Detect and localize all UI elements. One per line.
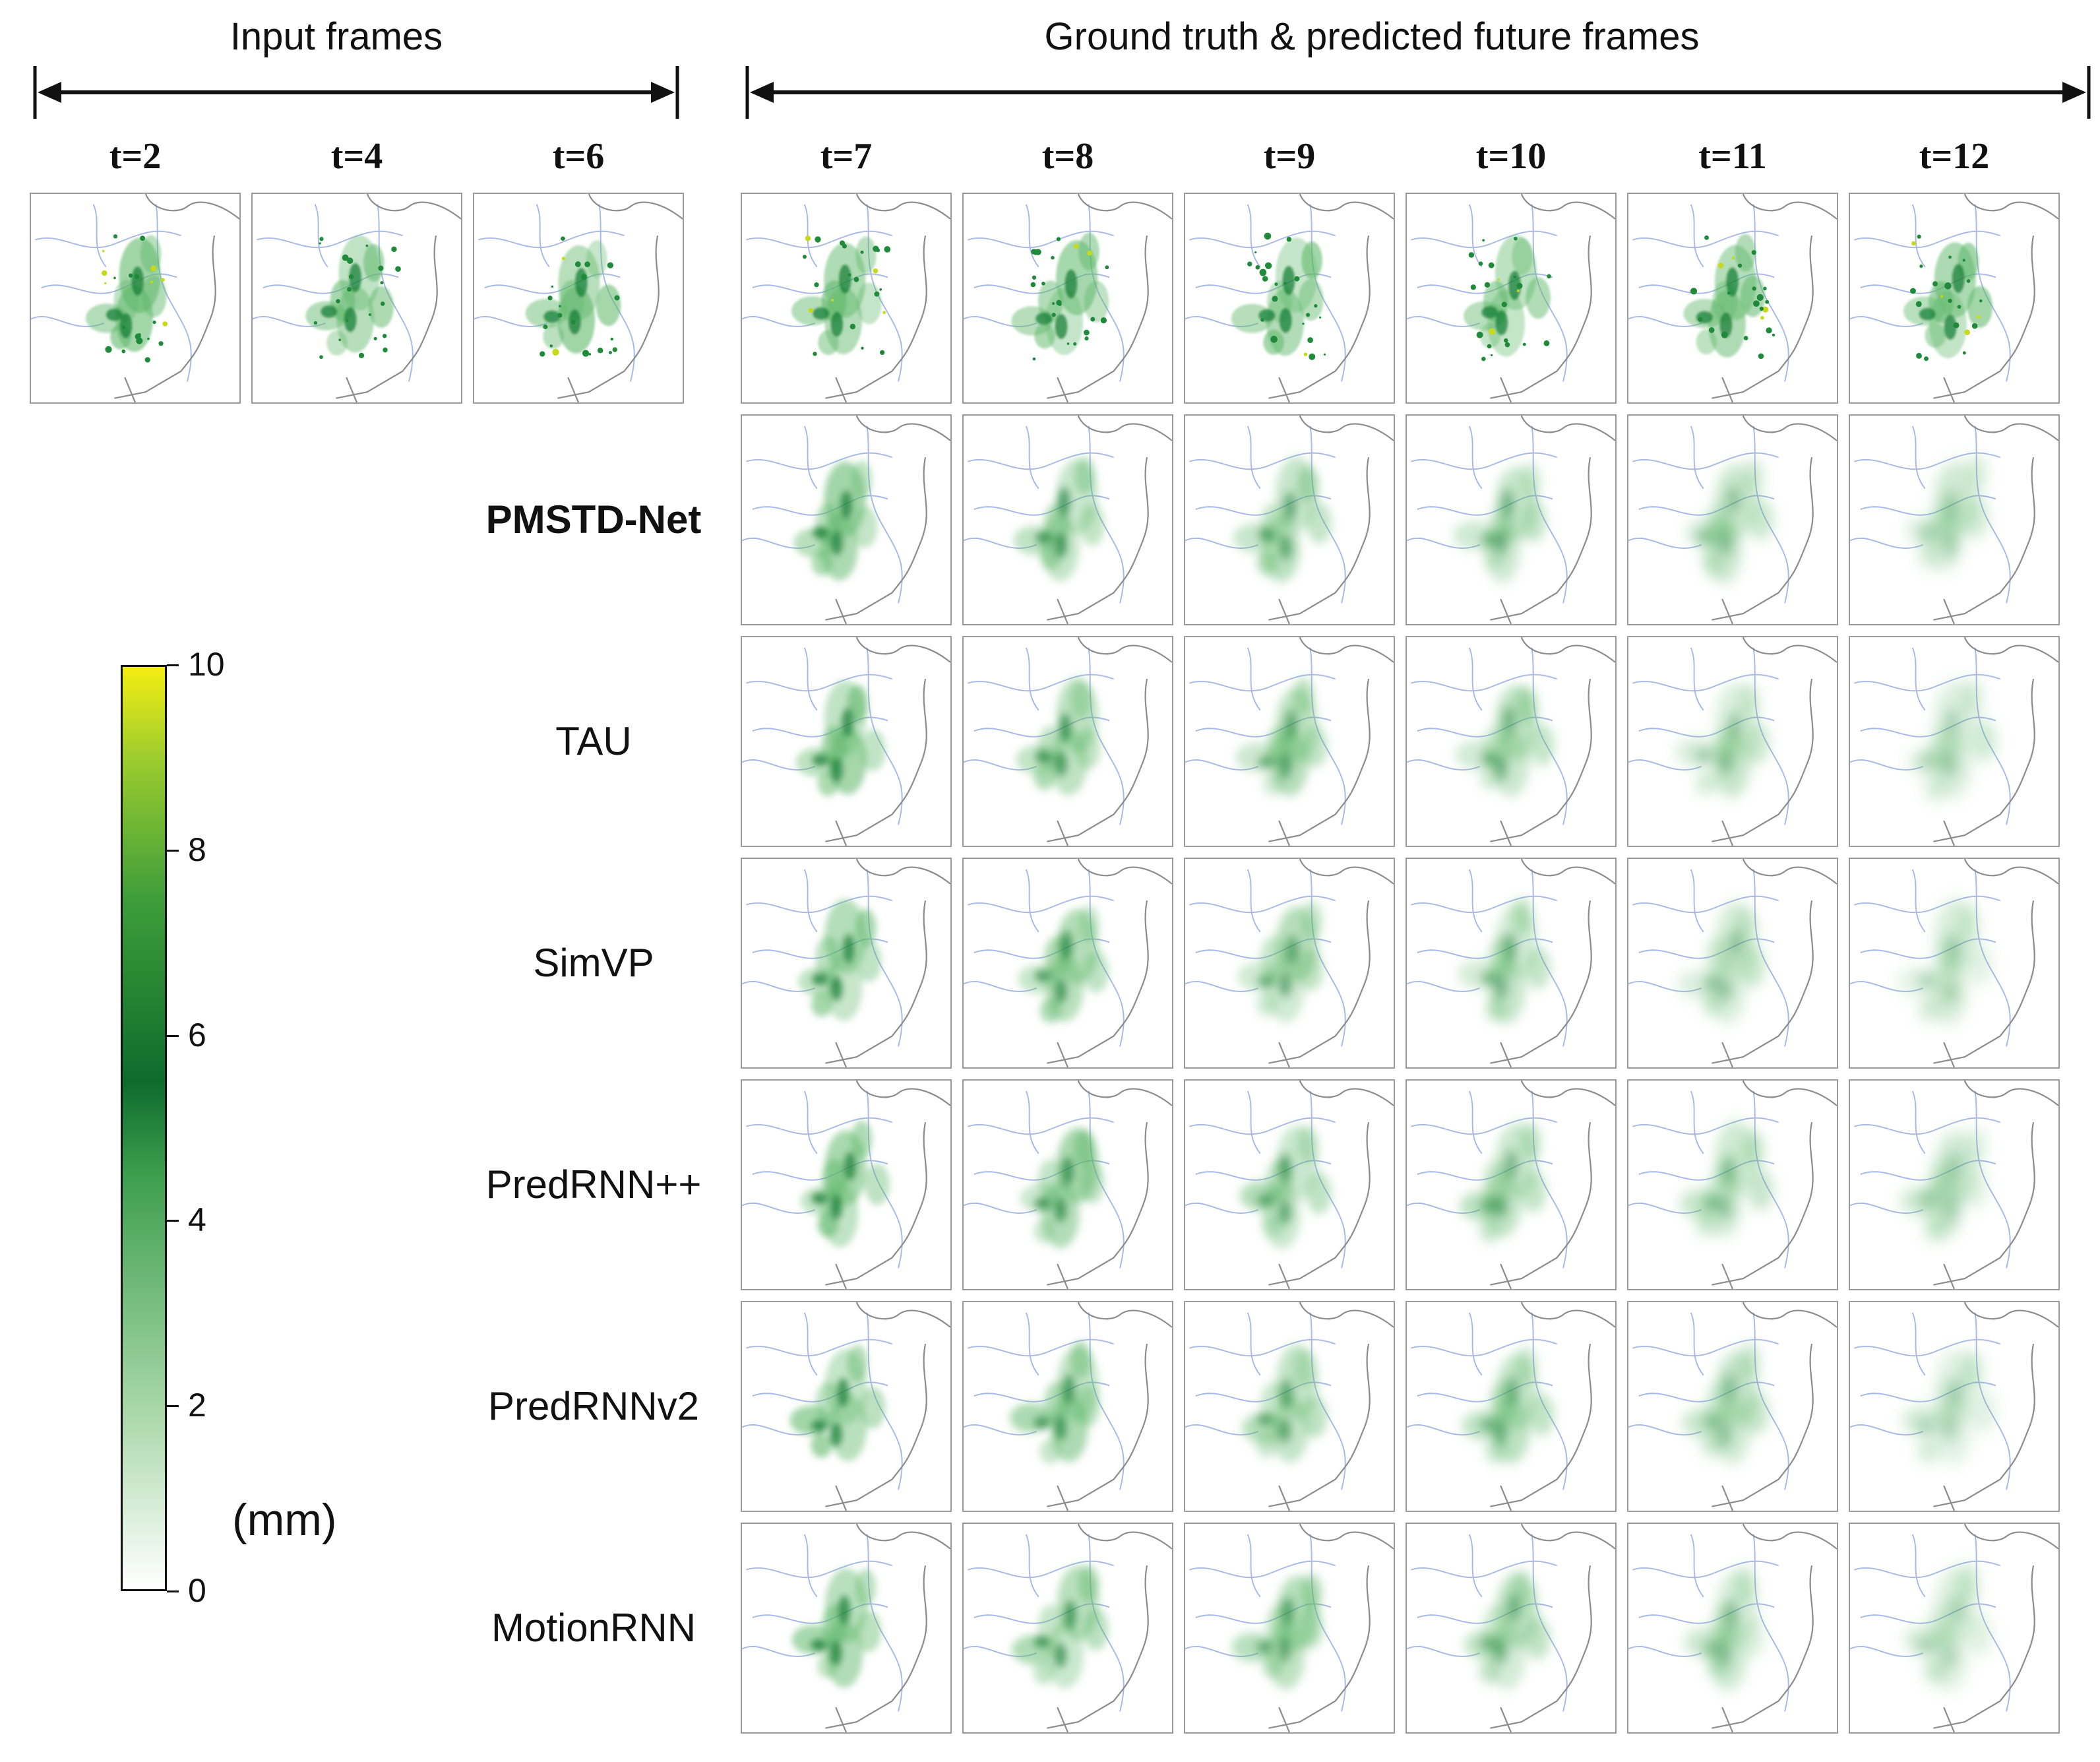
ground-truth-tile <box>1184 193 1395 404</box>
colorbar-tick-mark <box>167 849 179 852</box>
prediction-tile <box>1627 858 1838 1069</box>
row-label-predrnn-: PredRNN++ <box>485 1162 702 1207</box>
colorbar-tick-mark <box>167 1220 179 1222</box>
prediction-tile <box>1849 636 2060 847</box>
prediction-tile <box>1849 1079 2060 1290</box>
prediction-tile <box>1849 414 2060 625</box>
ground-truth-tile <box>962 193 1173 404</box>
colorbar-tick-mark <box>167 1405 179 1408</box>
prediction-tile <box>1627 636 1838 847</box>
input-frame-tile <box>473 193 684 404</box>
colorbar-tick-mark <box>167 1034 179 1037</box>
future-time-label: t=7 <box>820 136 873 177</box>
colorbar-tick-mark <box>167 1590 179 1592</box>
future-time-label: t=8 <box>1041 136 1094 177</box>
prediction-tile <box>1405 636 1617 847</box>
prediction-tile <box>1627 1079 1838 1290</box>
prediction-tile <box>962 1523 1173 1734</box>
prediction-tile <box>962 1301 1173 1512</box>
prediction-tile <box>741 1079 952 1290</box>
prediction-tile <box>1405 414 1617 625</box>
input-frame-tile <box>251 193 462 404</box>
prediction-tile <box>962 414 1173 625</box>
colorbar-tick-label: 4 <box>188 1201 206 1239</box>
colorbar <box>121 665 167 1591</box>
input-time-label: t=2 <box>109 136 162 177</box>
row-label-simvp: SimVP <box>533 941 654 985</box>
prediction-tile <box>1405 858 1617 1069</box>
ground-truth-tile <box>1405 193 1617 404</box>
colorbar-tick-label: 8 <box>188 831 206 868</box>
colorbar-tick-mark <box>167 664 179 666</box>
prediction-tile <box>1184 1523 1395 1734</box>
prediction-tile <box>1627 1523 1838 1734</box>
prediction-tile <box>1184 1301 1395 1512</box>
colorbar-tick-label: 2 <box>188 1387 206 1424</box>
row-label-tau: TAU <box>555 719 632 763</box>
prediction-tile <box>1405 1523 1617 1734</box>
row-label-predrnnv2: PredRNNv2 <box>487 1384 700 1428</box>
prediction-tile <box>1849 1523 2060 1734</box>
prediction-tile <box>1184 414 1395 625</box>
prediction-tile <box>1184 858 1395 1069</box>
prediction-tile <box>741 1301 952 1512</box>
row-label-motionrnn: MotionRNN <box>491 1606 696 1650</box>
input-frame-tile <box>30 193 241 404</box>
prediction-tile <box>741 858 952 1069</box>
input-time-label: t=6 <box>552 136 605 177</box>
prediction-tile <box>962 858 1173 1069</box>
prediction-tile <box>1184 1079 1395 1290</box>
future-frames-header: Ground truth & predicted future frames <box>1044 15 1700 58</box>
prediction-tile <box>741 1523 952 1734</box>
future-time-label: t=12 <box>1919 136 1990 177</box>
prediction-tile <box>1405 1301 1617 1512</box>
colorbar-tick-label: 6 <box>188 1016 206 1054</box>
prediction-tile <box>1849 1301 2060 1512</box>
prediction-tile <box>1627 414 1838 625</box>
colorbar-tick-label: 0 <box>188 1572 206 1609</box>
future-time-label: t=9 <box>1263 136 1316 177</box>
ground-truth-tile <box>741 193 952 404</box>
prediction-tile <box>1184 636 1395 847</box>
ground-truth-tile <box>1627 193 1838 404</box>
prediction-tile <box>1849 858 2060 1069</box>
future-time-label: t=11 <box>1698 136 1767 177</box>
prediction-tile <box>962 1079 1173 1290</box>
prediction-tile <box>962 636 1173 847</box>
input-time-label: t=4 <box>330 136 383 177</box>
future-range-arrow <box>745 66 2091 119</box>
future-time-label: t=10 <box>1475 136 1547 177</box>
input-range-arrow <box>33 66 679 119</box>
row-label-pmstd-net: PMSTD-Net <box>485 497 702 542</box>
prediction-tile <box>741 636 952 847</box>
prediction-tile <box>1405 1079 1617 1290</box>
colorbar-unit-label: (mm) <box>232 1495 337 1545</box>
input-frames-header: Input frames <box>230 15 443 58</box>
prediction-tile <box>1627 1301 1838 1512</box>
prediction-tile <box>741 414 952 625</box>
ground-truth-tile <box>1849 193 2060 404</box>
colorbar-tick-label: 10 <box>188 646 225 683</box>
